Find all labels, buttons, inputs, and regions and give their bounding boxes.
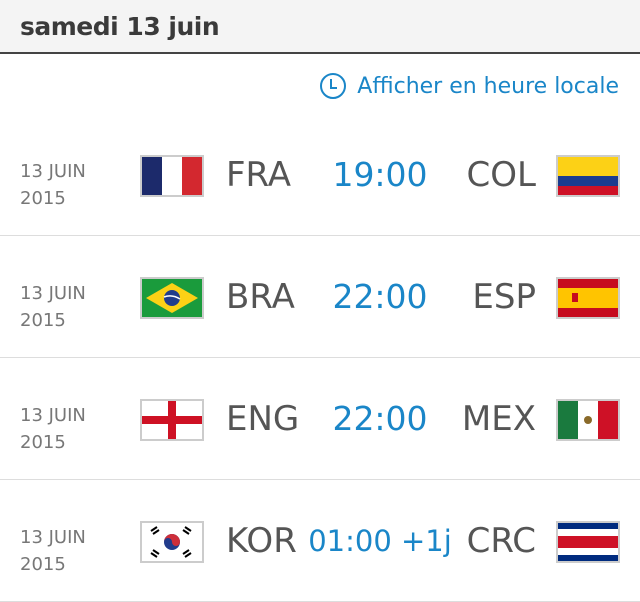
match-date-year: 2015 <box>20 188 66 209</box>
day-header: samedi 13 juin <box>0 0 640 54</box>
kickoff-time: 22:00 <box>332 399 428 438</box>
match-date: 13 JUIN 2015 <box>20 524 86 578</box>
spain-flag-icon <box>556 277 620 319</box>
home-team: FRA <box>226 155 292 195</box>
home-team: KOR <box>226 521 297 561</box>
mexico-flag-icon <box>556 399 620 441</box>
costa-rica-flag-icon <box>556 521 620 563</box>
show-local-time-label: Afficher en heure locale <box>357 73 619 99</box>
show-local-time-link[interactable]: Afficher en heure locale <box>319 72 619 100</box>
brazil-flag-icon <box>140 277 204 319</box>
away-team: CRC <box>466 521 536 561</box>
match-row[interactable]: 13 JUIN 2015 BRA 22:00 ESP <box>0 237 640 358</box>
korea-flag-icon <box>140 521 204 563</box>
clock-icon <box>320 73 347 99</box>
match-row[interactable]: 13 JUIN 2015 FRA 19:00 COL <box>0 115 640 236</box>
match-date: 13 JUIN 2015 <box>20 280 86 334</box>
away-team: COL <box>466 155 536 195</box>
away-team: ESP <box>472 277 536 317</box>
match-date-day: 13 JUIN <box>20 161 86 182</box>
match-date-year: 2015 <box>20 554 66 575</box>
kickoff-time: 19:00 <box>332 155 428 194</box>
colombia-flag-icon <box>556 155 620 197</box>
day-title: samedi 13 juin <box>20 11 220 41</box>
kickoff-time: 01:00 +1j <box>308 524 452 558</box>
match-date: 13 JUIN 2015 <box>20 402 86 456</box>
match-row[interactable]: 13 JUIN 2015 KOR 01:00 +1j CRC <box>0 481 640 602</box>
home-team: ENG <box>226 399 300 439</box>
match-row[interactable]: 13 JUIN 2015 ENG 22:00 MEX <box>0 359 640 480</box>
match-date-day: 13 JUIN <box>20 405 86 426</box>
france-flag-icon <box>140 155 204 197</box>
england-flag-icon <box>140 399 204 441</box>
kickoff-time: 22:00 <box>332 277 428 316</box>
match-date: 13 JUIN 2015 <box>20 158 86 212</box>
home-team: BRA <box>226 277 295 317</box>
away-team: MEX <box>461 399 536 439</box>
match-date-day: 13 JUIN <box>20 283 86 304</box>
match-date-year: 2015 <box>20 432 66 453</box>
match-date-day: 13 JUIN <box>20 527 86 548</box>
match-date-year: 2015 <box>20 310 66 331</box>
